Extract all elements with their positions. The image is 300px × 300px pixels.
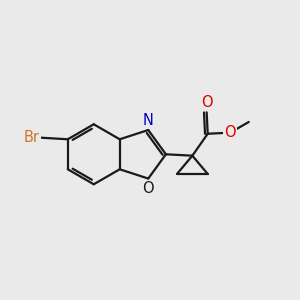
Text: O: O [142,181,154,196]
Text: O: O [224,125,236,140]
Text: N: N [143,113,154,128]
Text: Br: Br [24,130,40,145]
Text: O: O [201,95,212,110]
